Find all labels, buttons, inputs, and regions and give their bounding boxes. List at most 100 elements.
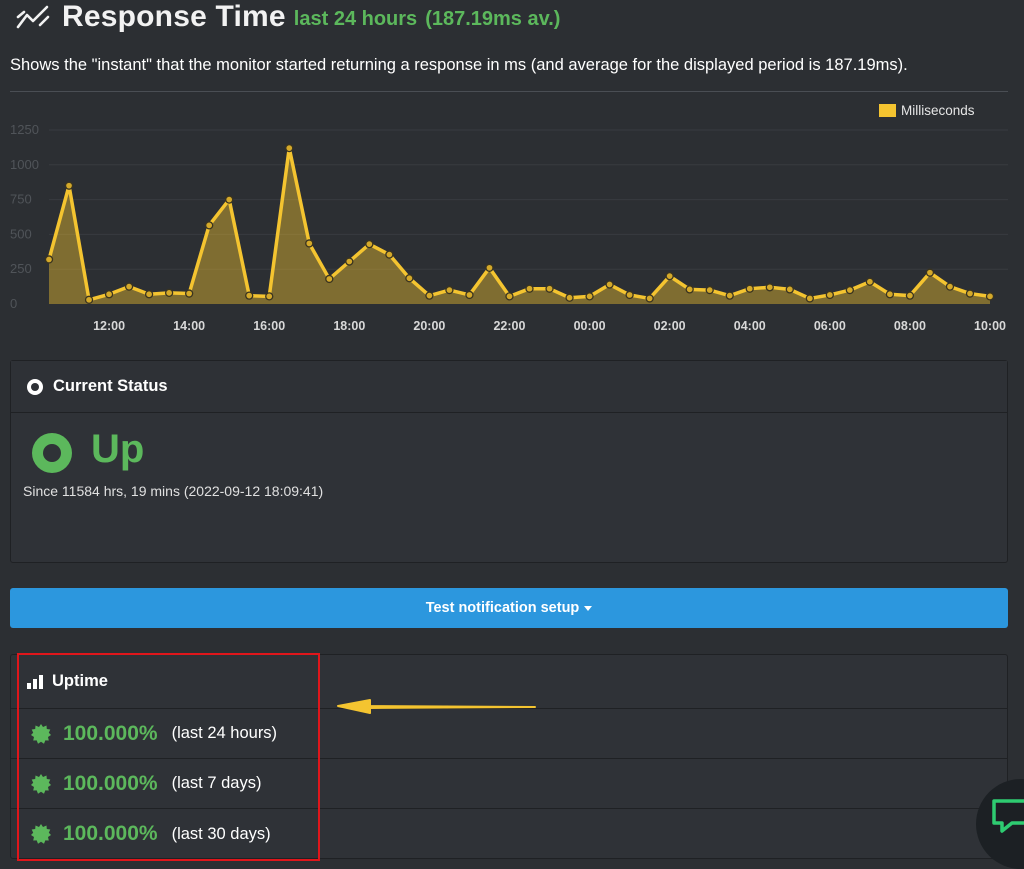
- status-state: Up: [91, 427, 145, 471]
- x-tick-label: 12:00: [93, 319, 125, 333]
- series-line: [47, 146, 991, 302]
- response-time-header: Response Time last 24 hours (187.19ms av…: [16, 0, 560, 34]
- data-point: [565, 293, 574, 302]
- data-point: [705, 285, 714, 295]
- data-point: [985, 292, 995, 301]
- data-point: [585, 292, 594, 301]
- uptime-header: Uptime: [11, 655, 1007, 709]
- data-point: [405, 274, 414, 283]
- data-point: [725, 291, 734, 300]
- uptime-row: 100.000% (last 30 days): [11, 809, 1007, 859]
- y-tick-label: 500: [10, 226, 32, 241]
- data-point: [64, 181, 74, 190]
- x-tick-label: 16:00: [253, 319, 285, 333]
- data-point: [445, 285, 454, 295]
- uptime-span: (last 24 hours): [171, 724, 278, 742]
- test-notification-button[interactable]: Test notification setup: [10, 588, 1008, 628]
- data-point: [965, 289, 975, 298]
- data-point: [945, 282, 955, 291]
- data-point: [545, 284, 554, 293]
- caret-down-icon: [584, 605, 593, 611]
- test-notification-label: Test notification setup: [425, 600, 580, 616]
- uptime-row: 100.000% (last 7 days): [11, 759, 1007, 809]
- legend-swatch[interactable]: [879, 104, 896, 117]
- period-label: last 24 hours: [293, 7, 418, 30]
- data-point: [885, 290, 895, 299]
- data-point: [265, 292, 274, 301]
- data-point: [44, 255, 54, 264]
- legend-label[interactable]: Milliseconds: [901, 103, 975, 118]
- data-point: [625, 290, 634, 300]
- status-since: Since 11584 hrs, 19 mins (2022-09-12 18:…: [23, 483, 324, 499]
- data-point: [525, 284, 534, 293]
- data-point: [505, 292, 514, 301]
- x-tick-label: 22:00: [493, 319, 525, 333]
- y-tick-label: 750: [10, 192, 32, 207]
- data-point: [465, 290, 474, 300]
- x-tick-label: 20:00: [413, 319, 445, 333]
- y-tick-label: 0: [10, 296, 17, 311]
- data-point: [865, 277, 875, 286]
- annotation-arrow-icon: [337, 699, 536, 714]
- x-tick-label: 14:00: [173, 319, 205, 333]
- divider: [10, 91, 1008, 92]
- data-point: [104, 290, 114, 299]
- x-tick-label: 10:00: [974, 319, 1006, 333]
- data-point: [785, 285, 794, 294]
- current-status-title: Current Status: [53, 377, 168, 395]
- current-status-header: Current Status: [11, 361, 1007, 413]
- data-point: [905, 291, 915, 300]
- response-time-chart: 0 250 500 750 1000 1250 12:00 14:00 16:00 18:00 2…: [0, 96, 1024, 346]
- x-tick-label: 02:00: [654, 319, 686, 333]
- data-point: [825, 290, 834, 300]
- chart-description: Shows the "instant" that the monitor sta…: [10, 56, 908, 74]
- uptime-row: 100.000% (last 24 hours): [11, 709, 1007, 759]
- data-point: [665, 272, 674, 281]
- data-point: [124, 282, 134, 291]
- y-tick-label: 250: [10, 261, 32, 276]
- series-area: [49, 148, 990, 304]
- uptime-title: Uptime: [52, 672, 108, 690]
- response-time-chart-svg: 0 250 500 750 1000 1250 12:00 14:00 16:00 18:00 2…: [10, 103, 1008, 333]
- data-point: [365, 239, 374, 249]
- average-label: (187.19ms av.): [425, 7, 561, 30]
- chat-bubble-icon: [992, 799, 1024, 833]
- data-point: [245, 291, 254, 300]
- page-title: Response Time: [62, 0, 286, 33]
- data-point: [184, 289, 194, 298]
- x-tick-label: 08:00: [894, 319, 926, 333]
- uptime-span: (last 7 days): [171, 774, 262, 792]
- data-point: [205, 221, 214, 230]
- data-point: [645, 294, 654, 303]
- current-status-body: Up Since 11584 hrs, 19 mins (2022-09-12 …: [11, 413, 1007, 563]
- data-point: [84, 295, 94, 304]
- data-point: [345, 257, 354, 266]
- data-point: [325, 274, 334, 284]
- data-point: [845, 285, 855, 295]
- data-point: [385, 250, 394, 259]
- x-tick-label: 06:00: [814, 319, 846, 333]
- data-point: [225, 195, 234, 204]
- data-point: [305, 239, 314, 248]
- x-tick-label: 00:00: [574, 319, 606, 333]
- current-status-panel: Current Status Up Since 11584 hrs, 19 mi…: [10, 360, 1008, 563]
- data-point: [164, 288, 174, 298]
- status-up-icon: [32, 433, 72, 473]
- data-point: [485, 263, 494, 272]
- uptime-span: (last 30 days): [171, 824, 271, 843]
- data-point: [425, 291, 434, 300]
- uptime-percent: 100.000%: [63, 771, 158, 795]
- y-tick-label: 1000: [10, 157, 39, 172]
- x-tick-label: 04:00: [734, 319, 766, 333]
- data-point: [144, 290, 154, 299]
- data-point: [285, 143, 294, 153]
- data-point: [805, 294, 814, 303]
- data-point: [925, 268, 935, 277]
- data-point: [605, 280, 614, 289]
- y-tick-label: 1250: [10, 122, 39, 137]
- uptime-highlight-box: [17, 653, 320, 861]
- uptime-percent: 100.000%: [63, 822, 158, 845]
- uptime-percent: 100.000%: [63, 721, 158, 745]
- data-point: [685, 285, 694, 294]
